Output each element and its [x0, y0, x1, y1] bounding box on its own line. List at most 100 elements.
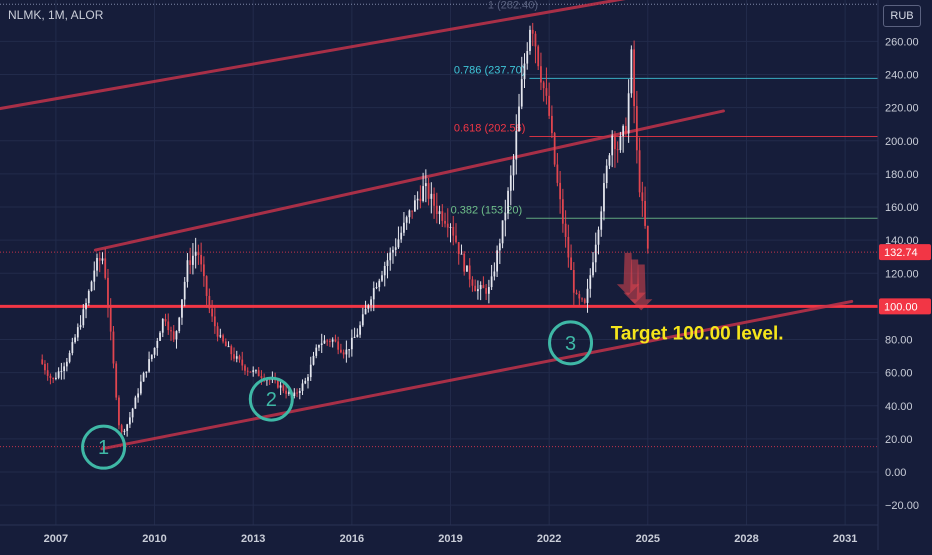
candle-body: [581, 298, 583, 300]
candle-body: [575, 292, 578, 295]
candle-body: [518, 106, 520, 131]
currency-button[interactable]: RUB: [883, 5, 921, 27]
candle-body: [233, 354, 235, 359]
candle-body: [145, 371, 148, 374]
y-tick-label: 260.00: [885, 36, 919, 48]
candle-body: [403, 222, 405, 233]
candle-body: [529, 29, 531, 51]
candle-body: [340, 349, 342, 353]
last-price-badge: [879, 244, 931, 261]
candle-body: [534, 33, 537, 47]
y-tick-label: 200.00: [885, 136, 919, 148]
x-tick-label: 2010: [142, 533, 166, 545]
candle-body: [564, 223, 567, 237]
candle-body: [646, 225, 649, 249]
candle-body: [101, 258, 104, 261]
candle-body: [356, 334, 359, 337]
candle-body: [482, 285, 485, 289]
candle-body: [468, 265, 471, 280]
candle-body: [370, 299, 372, 306]
candle-body: [123, 430, 126, 432]
candle-body: [381, 275, 383, 281]
candle-body: [592, 262, 594, 276]
candle-body: [600, 211, 603, 230]
candle-body: [449, 226, 452, 228]
candle-body: [474, 285, 477, 292]
candle-body: [131, 408, 134, 418]
x-tick-label: 2025: [636, 533, 660, 545]
candle-body: [44, 363, 46, 371]
candle-body: [589, 275, 592, 289]
candle-body: [452, 226, 455, 236]
candle-body: [244, 365, 246, 371]
last-price-badge-label: 132.74: [884, 247, 918, 259]
candle-body: [189, 260, 192, 265]
candle-body: [334, 339, 337, 342]
candle-body: [559, 182, 562, 200]
candle-body: [394, 247, 397, 250]
candle-body: [572, 270, 575, 293]
candle-body: [71, 342, 74, 354]
candle-body: [90, 281, 93, 291]
candles-group: [41, 22, 649, 437]
candle-body: [504, 213, 507, 221]
y-tick-label: 220.00: [885, 103, 919, 115]
candle-body: [594, 244, 597, 263]
candle-body: [161, 319, 164, 333]
candle-body: [202, 264, 205, 277]
candle-body: [490, 276, 493, 288]
candle-body: [96, 257, 98, 271]
candle-body: [455, 235, 457, 243]
candle-body: [540, 66, 542, 83]
candle-body: [479, 285, 482, 290]
candle-body: [219, 335, 222, 337]
candle-body: [386, 260, 389, 267]
candle-body: [268, 379, 271, 381]
candle-body: [444, 220, 446, 224]
candle-body: [471, 279, 474, 286]
candle-body: [85, 303, 87, 310]
candle-body: [446, 223, 449, 228]
candle-body: [279, 385, 282, 388]
y-tick-label: 20.00: [885, 434, 913, 446]
candle-body: [148, 359, 150, 372]
ticker-label: NLMK, 1M, ALOR: [8, 8, 104, 22]
candle-body: [603, 183, 605, 212]
wave-circle: [548, 320, 594, 366]
candle-body: [608, 155, 611, 166]
candle-body: [438, 211, 441, 214]
candle-body: [616, 149, 619, 151]
candle-body: [150, 354, 153, 360]
fib-label: 0.382 (153.20): [451, 204, 523, 216]
y-tick-label: 40.00: [885, 401, 913, 413]
candle-body: [164, 319, 167, 322]
candle-body: [307, 377, 309, 381]
candle-body: [408, 210, 411, 218]
candle-body: [181, 299, 183, 318]
down-arrow: [630, 264, 653, 311]
candle-body: [364, 308, 367, 315]
candle-body: [60, 370, 63, 372]
candle-body: [635, 106, 638, 151]
candle-body: [109, 307, 112, 332]
y-tick-label: 240.00: [885, 70, 919, 82]
candle-body: [411, 210, 414, 212]
candle-body: [41, 359, 44, 364]
candle-body: [515, 130, 518, 160]
candle-body: [383, 266, 386, 276]
candle-body: [342, 352, 345, 355]
candle-body: [501, 220, 504, 244]
top-level-label: 1 (282.40): [488, 0, 538, 11]
candle-body: [315, 347, 318, 356]
candle-body: [644, 200, 646, 226]
fib-label: 0.618 (202.56): [454, 123, 526, 135]
candle-body: [405, 217, 408, 223]
candle-body: [120, 425, 123, 432]
candle-body: [216, 326, 219, 337]
candle-body: [496, 250, 498, 272]
candle-body: [222, 335, 224, 342]
candle-body: [627, 93, 630, 134]
support-level-badge-label: 100.00: [884, 301, 918, 313]
